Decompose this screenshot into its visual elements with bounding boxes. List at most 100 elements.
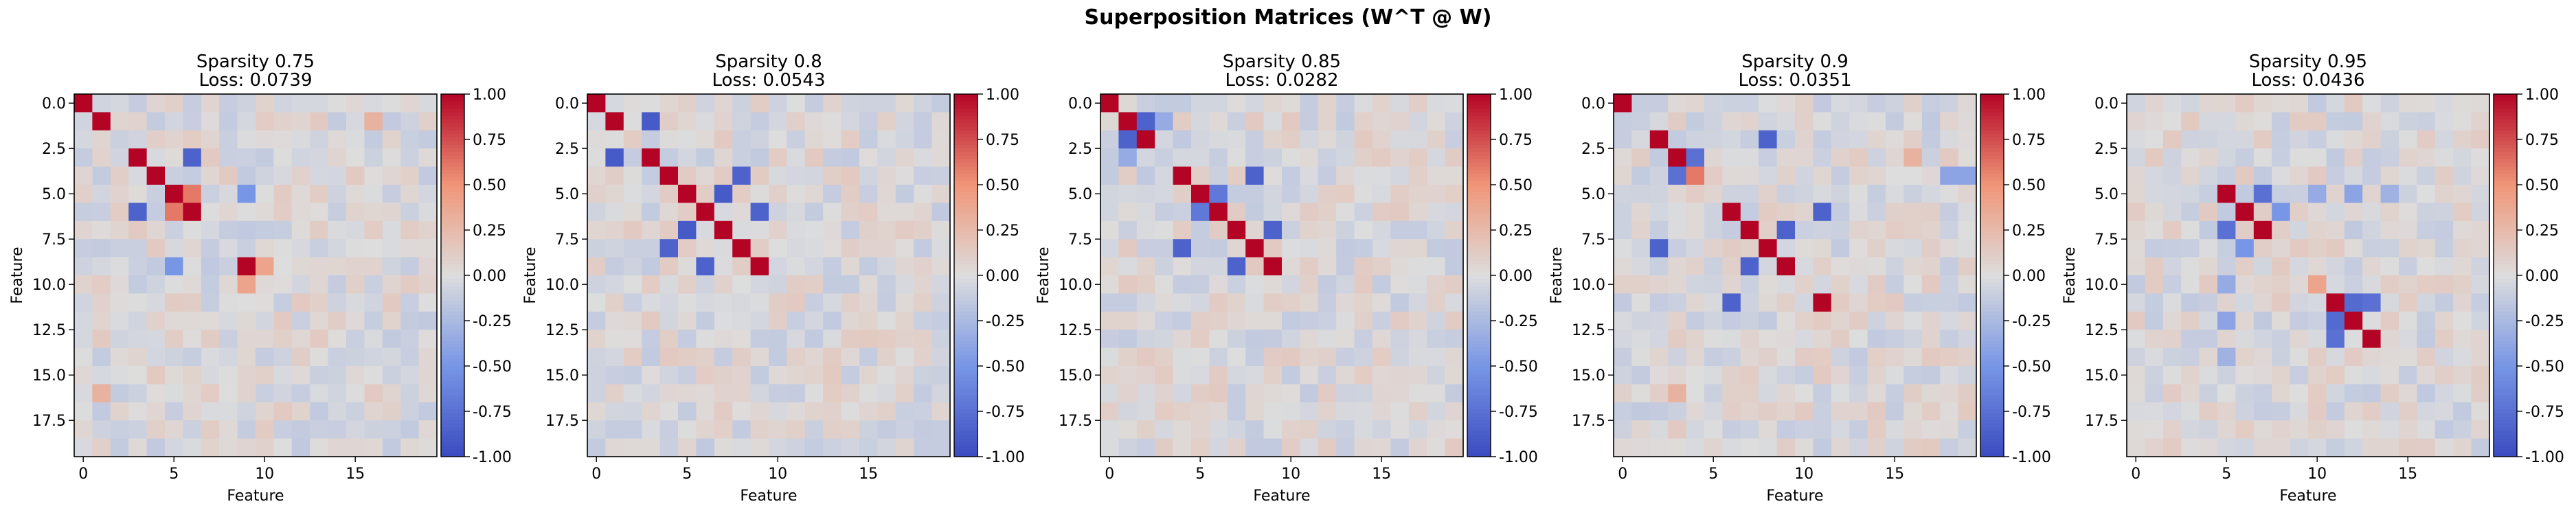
heatmap-cell	[2453, 275, 2472, 294]
heatmap-cell	[895, 130, 914, 149]
heatmap-cell	[146, 311, 166, 330]
heatmap-cell	[1903, 420, 1923, 439]
heatmap-cell	[291, 420, 310, 439]
heatmap-cell	[146, 130, 166, 149]
heatmap-cell	[2344, 94, 2363, 113]
colorbar-segment	[2494, 409, 2517, 414]
heatmap-cell	[1336, 203, 1355, 222]
heatmap-cell	[92, 402, 111, 421]
heatmap-cell	[1686, 420, 1705, 439]
heatmap-cell	[750, 94, 769, 113]
heatmap-cell	[2145, 420, 2164, 439]
heatmap-cell	[2308, 203, 2327, 222]
heatmap-cell	[2453, 330, 2472, 349]
heatmap-cell	[1686, 239, 1705, 258]
heatmap-cell	[2199, 384, 2218, 403]
heatmap-cell	[2217, 366, 2236, 385]
colorbar-tick-label: -0.75	[473, 404, 512, 421]
colorbar-tick-label: -0.75	[1499, 404, 1538, 421]
heatmap-cell	[1921, 366, 1941, 385]
colorbar-segment	[954, 235, 978, 240]
heatmap-cell	[1867, 148, 1886, 168]
heatmap-cell	[92, 384, 111, 403]
heatmap-cell	[1191, 239, 1210, 258]
heatmap-cell	[1867, 166, 1886, 185]
heatmap-cell	[2253, 275, 2272, 294]
heatmap-cell	[2399, 330, 2417, 349]
heatmap-cell	[1100, 330, 1119, 349]
heatmap-cell	[1245, 384, 1265, 403]
heatmap-cell	[1903, 203, 1923, 222]
colorbar-tick-label: -0.25	[473, 313, 512, 330]
heatmap-cell	[623, 438, 642, 457]
heatmap-cell	[804, 384, 824, 403]
heatmap-cell	[931, 112, 951, 131]
heatmap-cell	[1921, 239, 1941, 258]
heatmap-cell	[2272, 402, 2291, 421]
heatmap-cell	[1649, 112, 1669, 131]
heatmap-cell	[291, 402, 310, 421]
heatmap-cell	[237, 311, 256, 330]
heatmap-cell	[623, 347, 642, 367]
colorbar-segment	[441, 94, 464, 98]
heatmap-cell	[642, 220, 661, 240]
heatmap-cell	[201, 311, 220, 330]
heatmap-cell	[146, 148, 166, 168]
heatmap-cell	[931, 148, 951, 168]
heatmap-cell	[1263, 438, 1283, 457]
heatmap-cell	[1318, 330, 1337, 349]
heatmap-cell	[1300, 402, 1319, 421]
heatmap-cell	[1427, 257, 1446, 276]
heatmap-cell	[804, 148, 824, 168]
heatmap-cell	[2362, 275, 2382, 294]
heatmap-cell	[165, 239, 183, 258]
heatmap-cell	[750, 438, 769, 457]
heatmap-cell	[841, 130, 860, 149]
heatmap-cell	[1759, 293, 1778, 312]
heatmap-cell	[382, 347, 401, 367]
heatmap-cell	[787, 384, 806, 403]
heatmap-cell	[2471, 366, 2490, 385]
heatmap-cell	[273, 185, 293, 203]
heatmap-cell	[146, 275, 166, 294]
heatmap-cell	[841, 438, 860, 457]
colorbar-segment	[954, 286, 978, 290]
heatmap-cell	[787, 257, 806, 276]
heatmap-cell	[1263, 402, 1283, 421]
colorbar-segment	[954, 409, 978, 414]
heatmap-cell	[92, 203, 111, 222]
colorbar-segment	[1467, 271, 1491, 276]
colorbar-segment	[2494, 438, 2517, 443]
heatmap-cell	[1849, 402, 1868, 421]
heatmap-cell	[1921, 330, 1941, 349]
heatmap-cell	[1173, 366, 1192, 385]
colorbar-segment	[441, 209, 464, 214]
heatmap-cell	[1227, 311, 1246, 330]
heatmap-cell	[382, 166, 401, 185]
colorbar-segment	[1467, 398, 1491, 403]
heatmap-cell	[128, 293, 148, 312]
heatmap-cell	[623, 384, 642, 403]
heatmap-cell	[310, 330, 329, 349]
heatmap-cell	[92, 420, 111, 439]
colorbar-segment	[1980, 366, 2004, 370]
heatmap-cell	[1759, 185, 1778, 203]
heatmap-cell	[92, 438, 111, 457]
heatmap-cell	[587, 420, 606, 439]
colorbar-segment	[1467, 279, 1491, 284]
heatmap-cell	[310, 94, 329, 113]
heatmap-cell	[328, 112, 347, 131]
heatmap-cell	[418, 402, 438, 421]
y-tick-label: 17.5	[32, 413, 66, 430]
heatmap-cell	[1408, 330, 1427, 349]
heatmap-cell	[769, 203, 787, 222]
colorbar-segment	[2494, 304, 2517, 309]
heatmap-cell	[1155, 275, 1174, 294]
colorbar-segment	[1467, 130, 1491, 135]
heatmap-cell	[2145, 185, 2164, 203]
heatmap-cell	[346, 148, 365, 168]
y-tick-label: 15.0	[1059, 367, 1092, 385]
heatmap-cell	[1336, 220, 1355, 240]
heatmap-cell	[2362, 384, 2382, 403]
heatmap-cell	[1686, 384, 1705, 403]
